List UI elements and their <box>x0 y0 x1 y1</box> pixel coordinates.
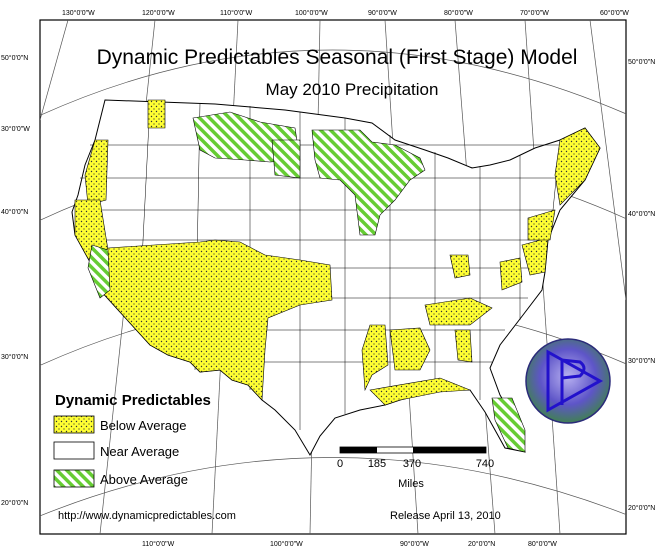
region-below <box>554 127 601 206</box>
graticule-label: 80°0'0"W <box>528 540 557 548</box>
region-above <box>491 397 526 453</box>
graticule-label: 20°0'0"N <box>468 540 495 548</box>
legend-swatch-below <box>53 415 95 434</box>
region-above <box>311 129 426 236</box>
logo-triangle <box>546 349 604 413</box>
graticule-label: 90°0'0"W <box>400 540 429 548</box>
graticule-labels-right: 50°0'0"N 40°0'0"N 30°0'0"N 20°0'0"N <box>628 58 655 512</box>
graticule-label: 120°0'0"W <box>142 9 175 17</box>
region-below <box>521 237 549 276</box>
graticule-label: 60°0'0"W <box>600 9 629 17</box>
graticule-label: 30°0'0"N <box>628 357 655 365</box>
scale-tick: 185 <box>368 458 386 470</box>
release-date: Release April 13, 2010 <box>390 510 501 522</box>
graticule-label: 90°0'0"W <box>368 9 397 17</box>
region-below <box>369 377 471 406</box>
region-below <box>449 254 471 279</box>
graticule-label: 40°0'0"N <box>628 210 655 218</box>
scale-tick: 370 <box>403 458 421 470</box>
graticule-label: 100°0'0"W <box>270 540 303 548</box>
above-average-regions <box>87 111 526 453</box>
legend-swatch-near <box>53 441 95 460</box>
graticule-line <box>40 20 69 121</box>
graticule-label: 20°0'0"N <box>628 504 655 512</box>
graticule-label: 20°0'0"N <box>1 499 28 507</box>
scale-bar: 0 185 370 740 Miles <box>337 446 494 490</box>
scale-bar-segment <box>340 447 377 453</box>
graticule-label: 30°0'0"W <box>1 125 30 133</box>
graticule-labels-left: 50°0'0"N 30°0'0"W 40°0'0"N 30°0'0"N 20°0… <box>1 54 30 507</box>
region-above <box>271 139 301 179</box>
region-below <box>147 99 166 129</box>
graticule-label: 110°0'0"W <box>220 9 253 17</box>
graticule-labels-top: 130°0'0"W 120°0'0"W 110°0'0"W 100°0'0"W … <box>62 9 629 17</box>
graticule-label: 130°0'0"W <box>62 9 95 17</box>
graticule-label: 70°0'0"W <box>520 9 549 17</box>
logo-letter-p <box>560 358 586 405</box>
website-url: http://www.dynamicpredictables.com <box>58 510 236 522</box>
graticule-line <box>40 49 626 116</box>
legend: Dynamic Predictables Below Average Near … <box>53 392 211 488</box>
region-below <box>361 324 389 392</box>
graticule-label: 50°0'0"N <box>628 58 655 66</box>
region-below <box>424 297 493 326</box>
legend-title: Dynamic Predictables <box>55 392 211 409</box>
region-below <box>454 329 473 363</box>
graticule-label: 100°0'0"W <box>295 9 328 17</box>
region-above <box>87 244 111 299</box>
scale-tick: 0 <box>337 458 343 470</box>
graticule-label: 40°0'0"N <box>1 208 28 216</box>
region-below <box>499 257 523 291</box>
map-subtitle: May 2010 Precipitation <box>266 80 439 99</box>
graticule-labels-bottom: 110°0'0"W 100°0'0"W 90°0'0"W 20°0'0"N 80… <box>142 540 557 548</box>
dynamic-predictables-logo-icon <box>525 338 611 424</box>
legend-label-above: Above Average <box>100 472 188 487</box>
graticule-line <box>589 20 626 301</box>
graticule-label: 80°0'0"W <box>444 9 473 17</box>
scale-bar-segment <box>413 447 486 453</box>
map-title: Dynamic Predictables Seasonal (First Sta… <box>97 46 578 69</box>
graticule-label: 50°0'0"N <box>1 54 28 62</box>
scale-unit: Miles <box>398 478 424 490</box>
legend-swatch-above <box>53 469 95 488</box>
legend-label-near: Near Average <box>100 444 179 459</box>
region-below <box>389 327 431 371</box>
legend-label-below: Below Average <box>100 418 187 433</box>
graticule-label: 110°0'0"W <box>142 540 175 548</box>
below-average-regions <box>74 99 601 406</box>
graticule-line <box>40 457 626 517</box>
region-below <box>527 209 556 241</box>
scale-tick: 740 <box>476 458 494 470</box>
graticule-label: 30°0'0"N <box>1 353 28 361</box>
region-below <box>91 239 333 401</box>
